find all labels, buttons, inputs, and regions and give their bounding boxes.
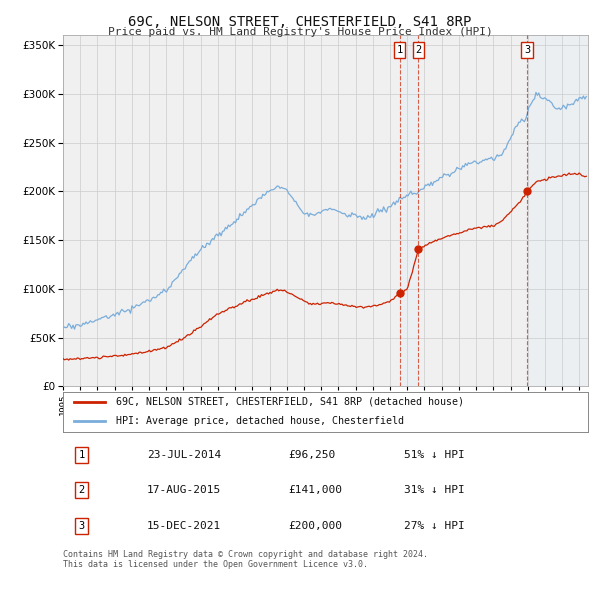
Text: 3: 3 bbox=[524, 45, 530, 55]
Text: 1: 1 bbox=[78, 450, 85, 460]
Text: 69C, NELSON STREET, CHESTERFIELD, S41 8RP: 69C, NELSON STREET, CHESTERFIELD, S41 8R… bbox=[128, 15, 472, 29]
Text: 51% ↓ HPI: 51% ↓ HPI bbox=[404, 450, 465, 460]
Text: 17-AUG-2015: 17-AUG-2015 bbox=[147, 486, 221, 495]
Text: £200,000: £200,000 bbox=[289, 521, 343, 531]
Bar bbox=[527, 35, 588, 386]
Text: 23-JUL-2014: 23-JUL-2014 bbox=[147, 450, 221, 460]
Text: 27% ↓ HPI: 27% ↓ HPI bbox=[404, 521, 465, 531]
Text: HPI: Average price, detached house, Chesterfield: HPI: Average price, detached house, Ches… bbox=[115, 415, 404, 425]
Text: £141,000: £141,000 bbox=[289, 486, 343, 495]
Text: £96,250: £96,250 bbox=[289, 450, 336, 460]
Text: 31% ↓ HPI: 31% ↓ HPI bbox=[404, 486, 465, 495]
Text: Contains HM Land Registry data © Crown copyright and database right 2024.
This d: Contains HM Land Registry data © Crown c… bbox=[63, 550, 428, 569]
Text: 69C, NELSON STREET, CHESTERFIELD, S41 8RP (detached house): 69C, NELSON STREET, CHESTERFIELD, S41 8R… bbox=[115, 397, 464, 407]
Text: 3: 3 bbox=[78, 521, 85, 531]
Text: 2: 2 bbox=[415, 45, 421, 55]
Text: Price paid vs. HM Land Registry's House Price Index (HPI): Price paid vs. HM Land Registry's House … bbox=[107, 27, 493, 37]
Bar bbox=[400, 35, 418, 386]
Text: 1: 1 bbox=[397, 45, 403, 55]
Text: 15-DEC-2021: 15-DEC-2021 bbox=[147, 521, 221, 531]
Text: 2: 2 bbox=[78, 486, 85, 495]
